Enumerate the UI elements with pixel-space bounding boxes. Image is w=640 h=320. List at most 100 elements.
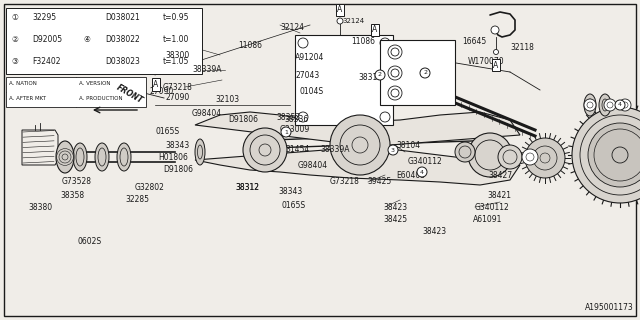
Text: A. PRODUCTION: A. PRODUCTION: [79, 96, 123, 101]
Ellipse shape: [56, 141, 74, 173]
Ellipse shape: [95, 143, 109, 171]
Text: 38300: 38300: [165, 51, 189, 60]
Text: 32124: 32124: [280, 23, 304, 33]
Ellipse shape: [584, 94, 596, 116]
Text: t=1.05: t=1.05: [163, 57, 189, 66]
Bar: [6, 77, 146, 107]
Text: 11086: 11086: [238, 41, 262, 50]
Text: A91204: A91204: [295, 53, 324, 62]
Text: 32285: 32285: [125, 196, 149, 204]
Text: H01806: H01806: [158, 154, 188, 163]
Circle shape: [584, 99, 596, 111]
Text: G32802: G32802: [135, 182, 165, 191]
Bar: [295, 35, 393, 125]
Circle shape: [619, 99, 631, 111]
Text: 0602S: 0602S: [77, 237, 101, 246]
Circle shape: [380, 38, 390, 48]
Circle shape: [380, 112, 390, 122]
Polygon shape: [195, 112, 520, 185]
Circle shape: [298, 38, 308, 48]
Text: 32124: 32124: [342, 18, 364, 24]
Circle shape: [572, 107, 640, 203]
Text: ④: ④: [83, 36, 90, 44]
Circle shape: [588, 123, 640, 187]
Text: G73218: G73218: [163, 83, 193, 92]
Text: F32402: F32402: [32, 57, 61, 66]
Circle shape: [330, 115, 390, 175]
Ellipse shape: [195, 139, 205, 165]
Circle shape: [337, 18, 343, 24]
Text: 27043: 27043: [295, 70, 319, 79]
Text: G340112: G340112: [475, 204, 509, 212]
Text: 3: 3: [391, 148, 395, 153]
Text: 0165S: 0165S: [282, 201, 306, 210]
Text: D038021: D038021: [105, 13, 140, 22]
Text: G73218: G73218: [330, 178, 360, 187]
Circle shape: [491, 26, 499, 34]
Text: W170070: W170070: [468, 58, 504, 67]
Text: 38358: 38358: [60, 190, 84, 199]
Text: 38421: 38421: [487, 190, 511, 199]
Text: 0165S: 0165S: [155, 127, 179, 137]
Text: 38312: 38312: [235, 182, 259, 191]
Text: E60403: E60403: [396, 171, 425, 180]
Ellipse shape: [599, 94, 611, 116]
Circle shape: [420, 68, 430, 78]
Text: 38353: 38353: [276, 114, 300, 123]
Circle shape: [615, 100, 625, 110]
Text: 32295: 32295: [32, 13, 56, 22]
Text: D91806: D91806: [228, 116, 258, 124]
Circle shape: [281, 127, 291, 137]
Text: D038022: D038022: [105, 36, 140, 44]
Text: A. AFTER MKT: A. AFTER MKT: [9, 96, 46, 101]
Text: G98404: G98404: [192, 108, 222, 117]
Text: 27090: 27090: [166, 93, 190, 102]
Text: 38312: 38312: [235, 182, 259, 191]
Circle shape: [498, 145, 522, 169]
Text: G33009: G33009: [280, 125, 310, 134]
Text: 39425: 39425: [367, 178, 391, 187]
Text: A: A: [154, 80, 159, 89]
Text: A. VERSION: A. VERSION: [79, 81, 111, 86]
Circle shape: [298, 112, 308, 122]
Circle shape: [388, 86, 402, 100]
Text: 32103: 32103: [215, 95, 239, 105]
Circle shape: [388, 145, 398, 155]
Circle shape: [417, 167, 427, 177]
Text: 2: 2: [423, 70, 427, 76]
Circle shape: [612, 147, 628, 163]
Text: A: A: [372, 26, 378, 35]
Text: 38339A: 38339A: [192, 66, 221, 75]
Ellipse shape: [73, 143, 87, 171]
Text: 2: 2: [378, 73, 382, 77]
Text: A: A: [337, 5, 342, 14]
Text: 38315: 38315: [358, 73, 382, 82]
Text: ①: ①: [11, 13, 18, 22]
Text: 38336: 38336: [284, 116, 308, 124]
Circle shape: [604, 99, 616, 111]
Circle shape: [522, 149, 538, 165]
Text: 38427: 38427: [488, 171, 512, 180]
Text: 16645: 16645: [462, 37, 486, 46]
Text: ②: ②: [11, 36, 18, 44]
Text: 4: 4: [618, 102, 622, 108]
Text: 38423: 38423: [383, 203, 407, 212]
Circle shape: [493, 50, 499, 54]
Circle shape: [468, 133, 512, 177]
Text: D92005: D92005: [32, 36, 62, 44]
Text: 38343: 38343: [165, 140, 189, 149]
Circle shape: [375, 70, 385, 80]
Text: 38104: 38104: [396, 140, 420, 149]
Text: G98404: G98404: [298, 161, 328, 170]
Text: t=1.00: t=1.00: [163, 36, 189, 44]
Text: 31454: 31454: [285, 146, 309, 155]
Text: D038023: D038023: [105, 57, 140, 66]
Text: G73528: G73528: [62, 178, 92, 187]
Text: 32118: 32118: [510, 44, 534, 52]
Text: 11086: 11086: [351, 37, 375, 46]
Text: 38380: 38380: [28, 204, 52, 212]
Text: t=0.95: t=0.95: [163, 13, 189, 22]
Text: 38343: 38343: [278, 188, 302, 196]
Text: 27090: 27090: [150, 87, 174, 97]
Text: 1: 1: [284, 130, 288, 134]
